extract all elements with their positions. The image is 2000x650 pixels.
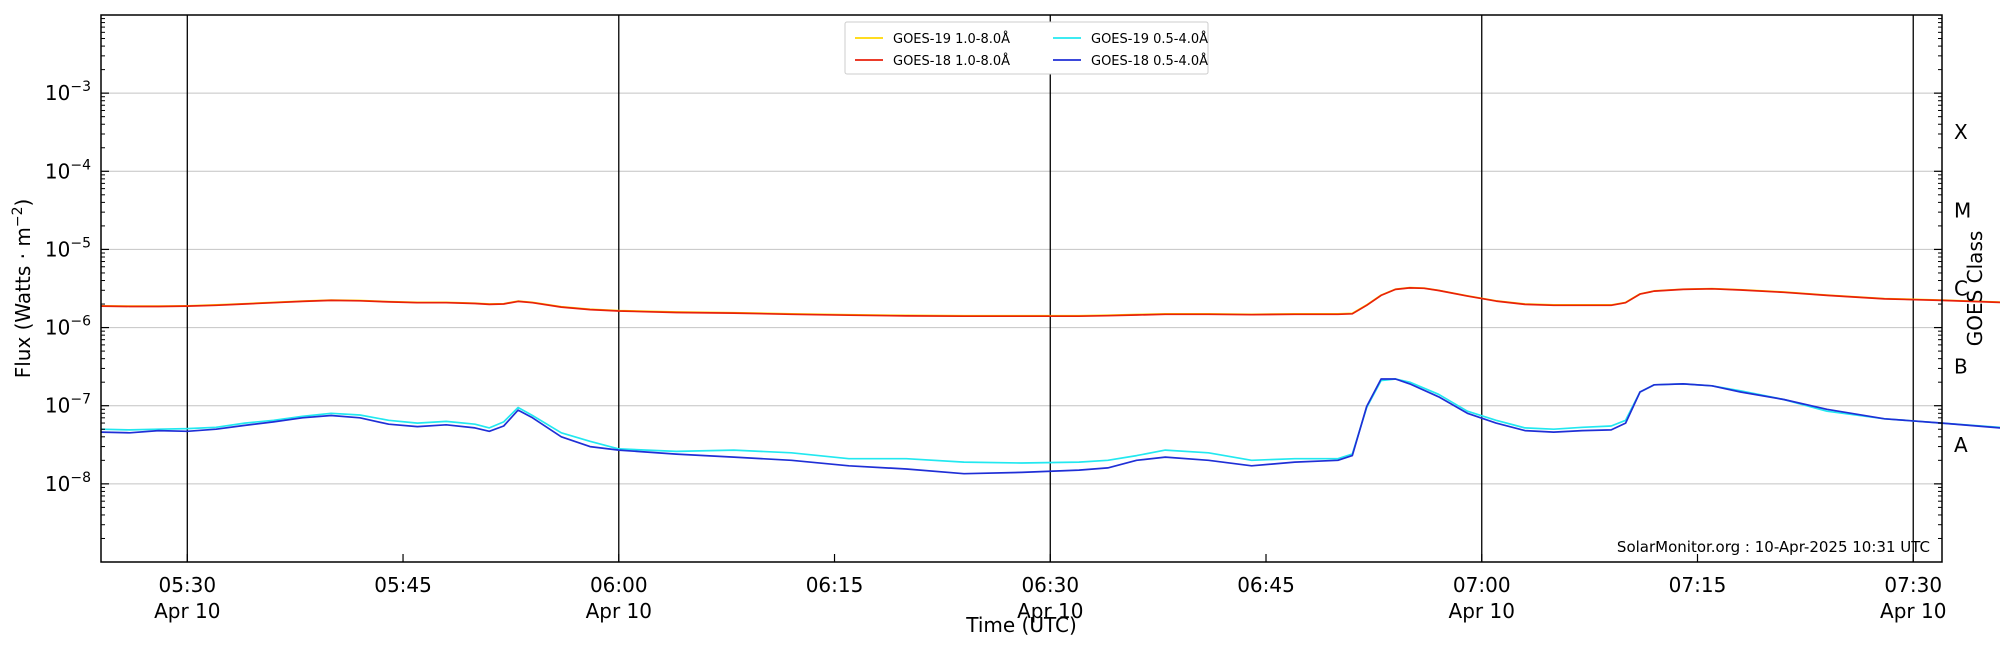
plot-frame [100,14,1943,563]
y-tick-exponent: −8 [70,470,91,486]
x-tick-label: 06:00 [590,573,648,597]
y-tick-base: 10 [45,472,70,496]
y-tick-label: 10−7 [45,392,91,418]
x-tick-date-label: Apr 10 [586,599,652,623]
y-tick-label: 10−5 [45,235,91,261]
y-tick-label: 10−8 [45,470,91,496]
y-tick-label: 10−4 [45,157,91,183]
y-tick-base: 10 [45,316,70,340]
x-tick-label: 07:00 [1453,573,1511,597]
x-axis-title: Time (UTC) [965,613,1077,637]
goes-class-label: B [1954,355,1968,379]
day-marker-lines [186,15,1914,562]
x-tick-date-label: Apr 10 [1880,599,1946,623]
legend-label: GOES-19 1.0-8.0Å [893,31,1010,47]
x-tick-date-label: Apr 10 [1017,599,1083,623]
y-tick-exponent: −6 [70,314,91,330]
goes-class-axis-title: GOES Class [1963,231,1987,347]
x-tick-date-label: Apr 10 [154,599,220,623]
y-tick-base: 10 [45,81,70,105]
legend-box [844,21,1209,75]
series-line-2 [100,287,2000,318]
y-axis-title-close: ) [11,199,35,207]
y-tick-base: 10 [45,394,70,418]
y-axis-title: Flux (Watts · m−2) [10,199,35,379]
y-tick-label: 10−3 [45,79,91,105]
y-tick-label: 10−6 [45,314,91,340]
grid-layer [101,92,1942,485]
y-tick-exponent: −3 [70,79,91,95]
x-tick-label: 05:30 [158,573,216,597]
y-tick-exponent: −5 [70,235,91,251]
y-tick-exponent: −4 [70,157,91,173]
x-tick-label: 06:15 [806,573,864,597]
series-layer [100,286,2000,475]
y-axis-title-exponent: −2 [10,207,26,228]
legend-label: GOES-18 1.0-8.0Å [893,53,1010,69]
x-tick-label: 06:45 [1237,573,1295,597]
goes-class-label: M [1954,198,1971,222]
y-tick-base: 10 [45,159,70,183]
series-line-4 [100,378,2000,475]
legend-label: GOES-18 0.5-4.0Å [1091,53,1208,69]
goes-class-label: A [1954,433,1968,457]
x-tick-label: 07:15 [1669,573,1727,597]
y-tick-exponent: −7 [70,392,91,408]
legend-label: GOES-19 0.5-4.0Å [1091,31,1208,47]
x-tick-label: 07:30 [1884,573,1942,597]
credit-text: SolarMonitor.org : 10-Apr-2025 10:31 UTC [1617,538,1930,556]
x-tick-label: 06:30 [1021,573,1079,597]
legend: GOES-19 1.0-8.0Å GOES-19 0.5-4.0Å GOES-18 … [844,21,1209,75]
y-tick-base: 10 [45,237,70,261]
goes-class-labels: A B C M X [1954,120,1971,457]
x-tick-date-label: Apr 10 [1449,599,1515,623]
y-axis-title-main: Flux (Watts · m [11,227,35,378]
x-tick-label: 05:45 [374,573,432,597]
goes-class-label: X [1954,120,1968,144]
goes-class-label: C [1954,277,1968,301]
